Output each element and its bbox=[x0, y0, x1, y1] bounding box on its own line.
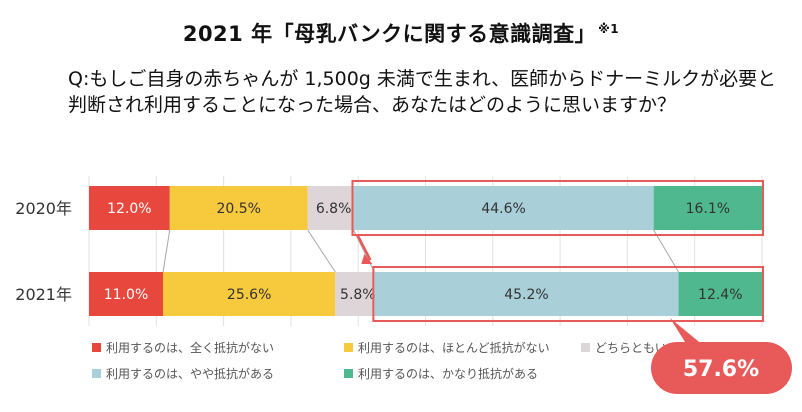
legend-label: どちらともい bbox=[595, 341, 667, 355]
connector-line bbox=[307, 229, 336, 273]
highlight-box bbox=[372, 266, 764, 322]
bar-segment bbox=[353, 186, 654, 230]
data-label: 6.8% bbox=[316, 201, 352, 217]
legend-label: 利用するのは、かなり抵抗がある bbox=[358, 366, 538, 381]
data-label: 12.4% bbox=[698, 287, 742, 303]
bar-segment bbox=[374, 272, 679, 316]
callout-bubble bbox=[651, 342, 792, 394]
legend-label: 利用するのは、ほとんど抵抗がない bbox=[358, 340, 550, 355]
callout-value: 57.6% bbox=[683, 357, 759, 382]
legend-swatch bbox=[581, 343, 590, 352]
bar-segment bbox=[335, 272, 375, 316]
highlight-box bbox=[351, 180, 764, 236]
bar-segment bbox=[169, 186, 308, 230]
bar-segment bbox=[678, 272, 762, 316]
data-label: 16.1% bbox=[686, 201, 730, 217]
legend-swatch bbox=[344, 369, 353, 378]
legend-label: 利用するのは、全く抵抗がない bbox=[106, 340, 274, 355]
data-label: 44.6% bbox=[481, 201, 525, 217]
data-label: 11.0% bbox=[104, 287, 148, 303]
data-label: 25.6% bbox=[227, 287, 271, 303]
legend-label: 利用するのは、やや抵抗がある bbox=[106, 366, 274, 381]
bar-segment bbox=[163, 272, 336, 316]
connector-line bbox=[653, 229, 679, 273]
data-label: 45.2% bbox=[504, 287, 548, 303]
data-label: 5.8% bbox=[340, 287, 376, 303]
bar-segment bbox=[89, 272, 164, 316]
bar-segment bbox=[89, 186, 170, 230]
bar-segment bbox=[653, 186, 762, 230]
connector-line bbox=[353, 229, 375, 273]
category-label: 2021年 bbox=[15, 285, 72, 304]
bar-segment bbox=[307, 186, 354, 230]
connector-line bbox=[162, 229, 171, 273]
chart-title-text: 2021 年「母乳バンクに関する意識調査」 bbox=[182, 22, 597, 46]
legend-swatch bbox=[344, 343, 353, 352]
data-label: 12.0% bbox=[107, 201, 151, 217]
arrow-head bbox=[361, 254, 373, 264]
data-label: 20.5% bbox=[217, 201, 261, 217]
highlight-arrow bbox=[356, 234, 372, 261]
category-label: 2020年 bbox=[15, 199, 72, 218]
chart-title: 2021 年「母乳バンクに関する意識調査」 ※1 bbox=[0, 18, 802, 48]
title-footnote-mark: ※1 bbox=[598, 22, 620, 36]
legend-swatch bbox=[92, 343, 101, 352]
survey-question: Q:もしご自身の赤ちゃんが 1,500g 未満で生まれ、医師からドナーミルクが必… bbox=[68, 68, 777, 116]
legend-swatch bbox=[92, 369, 101, 378]
